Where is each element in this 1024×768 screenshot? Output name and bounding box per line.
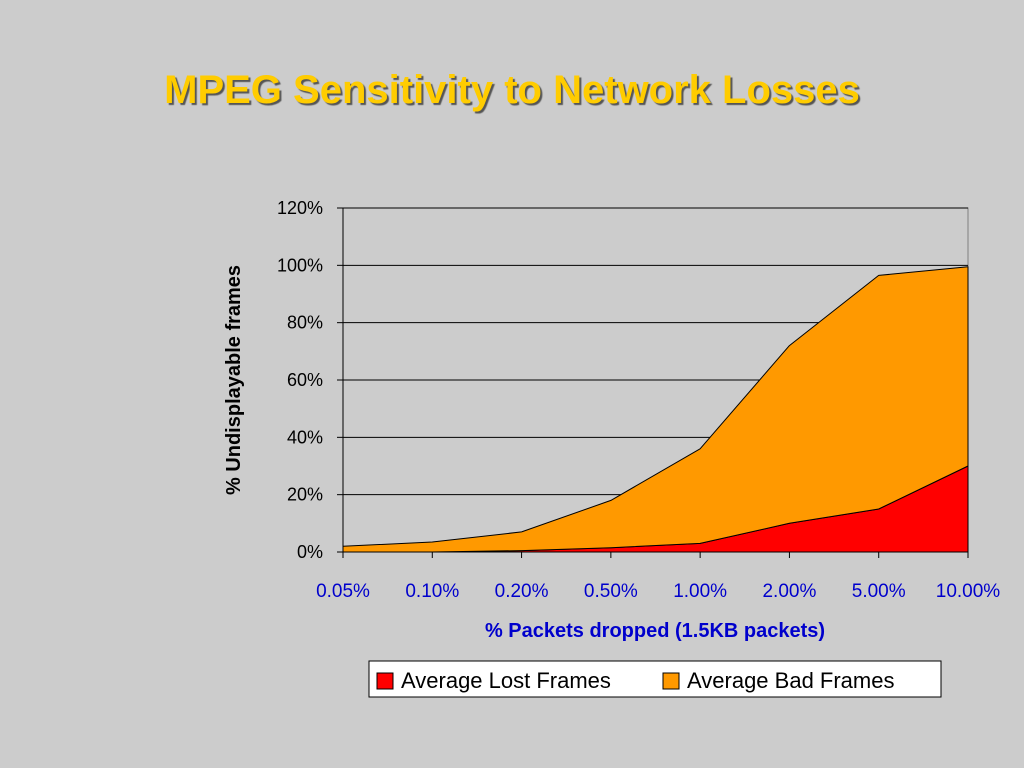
y-tick-label: 40% (287, 427, 323, 447)
y-tick-label: 120% (277, 198, 323, 218)
y-tick-label: 0% (297, 542, 323, 562)
x-tick-label: 0.05% (316, 581, 370, 602)
x-tick-label: 10.00% (936, 581, 1001, 602)
x-tick-label: 2.00% (762, 581, 816, 602)
legend-swatch-lost-frames (376, 672, 394, 690)
plot-areas (342, 266, 969, 553)
x-axis-title: % Packets dropped (1.5KB packets) (485, 620, 825, 642)
y-tick-label: 20% (287, 485, 323, 505)
y-axis-title: % Undisplayable frames (223, 265, 245, 495)
legend-label-lost-frames: Average Lost Frames (401, 668, 611, 693)
y-tick-label: 80% (287, 313, 323, 333)
legend: Average Lost Frames Average Bad Frames (368, 660, 942, 698)
x-tick-label: 0.10% (405, 581, 459, 602)
x-tick-label: 0.50% (584, 581, 638, 602)
y-tick-label: 60% (287, 370, 323, 390)
legend-label-bad-frames: Average Bad Frames (687, 668, 894, 693)
x-tick-label: 0.20% (495, 581, 549, 602)
legend-swatch-bad-frames (662, 672, 680, 690)
axes (337, 207, 969, 558)
legend-box (368, 660, 942, 698)
x-tick-label: 5.00% (852, 581, 906, 602)
x-tick-label: 1.00% (673, 581, 727, 602)
y-tick-label: 100% (277, 255, 323, 275)
area-average-bad-frames (342, 266, 969, 553)
y-tick-labels: 0% 20% 40% 60% 80% 100% 120% (277, 198, 323, 562)
slide-title: MPEG Sensitivity to Network Losses (164, 68, 860, 112)
x-tick-labels: 0.05% 0.10% 0.20% 0.50% 1.00% 2.00% 5.00% 10.00… (316, 581, 1000, 602)
